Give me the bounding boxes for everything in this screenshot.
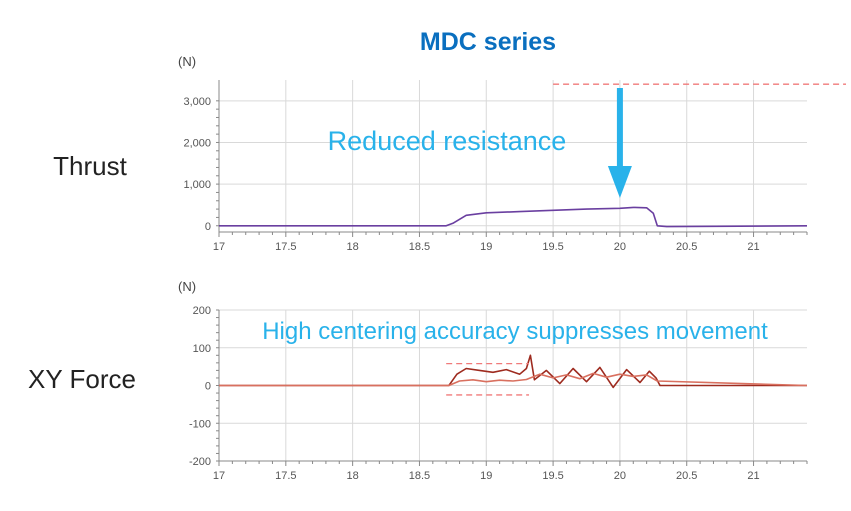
thrust-annotation: Reduced resistance (328, 126, 567, 156)
xy-force-row-label: XY Force (28, 364, 136, 394)
xy-x-tick-label: 21 (747, 470, 759, 482)
xy-x-tick-label: 18 (347, 470, 359, 482)
xy-series-x-line (219, 354, 807, 389)
xy-y-tick-label: 100 (193, 343, 211, 355)
xy-y-tick-label: -200 (189, 456, 211, 468)
thrust-y-tick-label: 0 (205, 221, 211, 233)
chart-title: MDC series (420, 28, 556, 56)
xy-x-tick-label: 19 (480, 470, 492, 482)
thrust-x-tick-label: 17.5 (275, 241, 296, 253)
xy-annotation: High centering accuracy suppresses movem… (262, 318, 768, 345)
thrust-row-label: Thrust (53, 151, 127, 181)
xy-x-tick-label: 20.5 (676, 470, 697, 482)
xy-x-tick-label: 17 (213, 470, 225, 482)
thrust-x-tick-label: 19 (480, 241, 492, 253)
thrust-x-tick-label: 20 (614, 241, 626, 253)
thrust-y-tick-label: 1,000 (183, 179, 211, 191)
xy-x-tick-label: 20 (614, 470, 626, 482)
xy-x-tick-label: 19.5 (542, 470, 563, 482)
xy-series-y-line (219, 372, 808, 387)
thrust-x-tick-label: 18 (347, 241, 359, 253)
xy-force-plot: 17 17.5 18 18.5 19 19.5 20 20.5 21 -200 -100 0 100 20… (189, 305, 808, 482)
xy-y-tick-label: 200 (193, 305, 211, 317)
thrust-x-tick-label: 19.5 (542, 241, 563, 253)
thrust-x-tick-label: 18.5 (409, 241, 430, 253)
thrust-arrow-head (607, 166, 632, 198)
thrust-series-thrust-line (219, 206, 808, 228)
xy-unit-label: (N) (178, 279, 196, 294)
thrust-y-tick-label: 3,000 (183, 96, 211, 108)
thrust-y-tick-label: 2,000 (183, 137, 211, 149)
xy-y-tick-label: 0 (205, 381, 211, 393)
xy-y-tick-label: -100 (189, 418, 211, 430)
xy-x-tick-label: 18.5 (409, 470, 430, 482)
thrust-plot: 17 17.5 18 18.5 19 19.5 20 20.5 21 0 1,000 2,000 3,0… (183, 80, 846, 253)
thrust-x-tick-label: 21 (747, 241, 759, 253)
thrust-x-tick-label: 20.5 (676, 241, 697, 253)
thrust-x-tick-label: 17 (213, 241, 225, 253)
thrust-unit-label: (N) (178, 54, 196, 69)
xy-x-tick-label: 17.5 (275, 470, 296, 482)
